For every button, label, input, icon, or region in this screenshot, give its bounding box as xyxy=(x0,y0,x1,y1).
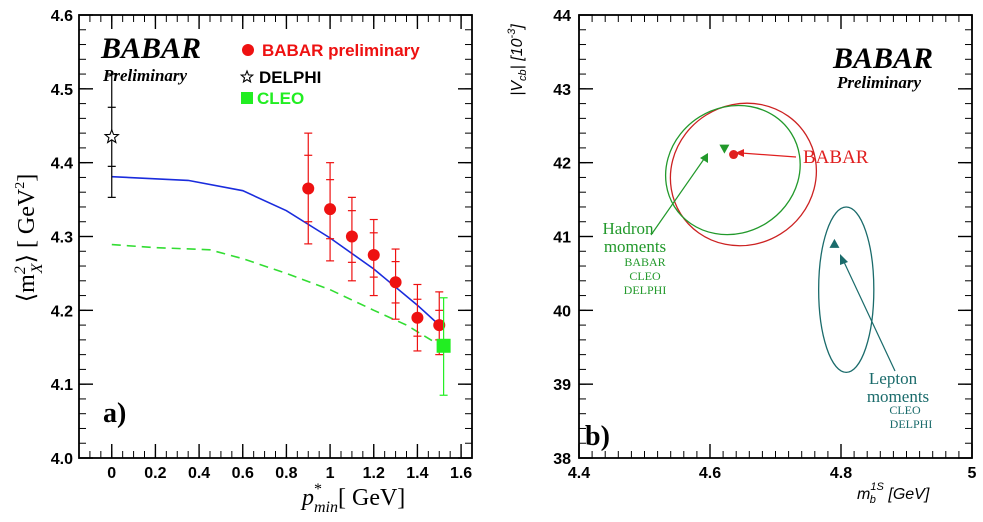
prediction-curve-solid xyxy=(111,175,440,326)
y-tick-label: 4.2 xyxy=(51,303,73,320)
panel-a-label: a) xyxy=(103,398,126,429)
ellipse-babar xyxy=(669,102,818,247)
data-point-circle xyxy=(433,319,446,332)
y-tick-label: 4.0 xyxy=(51,451,73,468)
x-tick-label: 0 xyxy=(107,465,116,482)
svg-text:DELPHI: DELPHI xyxy=(890,417,933,431)
panel-b-ylabel: |Vcb| [10-3] xyxy=(506,24,529,96)
arrow-head-babar xyxy=(735,149,744,157)
y-tick-label: 4.6 xyxy=(51,8,73,25)
y-tick-label: 4.5 xyxy=(51,82,73,99)
babar-logo-a: BABAR xyxy=(100,32,201,65)
legend-label-babar: BABAR preliminary xyxy=(262,41,420,60)
x-tick-label: 0.4 xyxy=(188,465,210,482)
arrow-babar xyxy=(740,152,797,158)
y-tick-label: 40 xyxy=(553,303,571,320)
svg-text:CLEO: CLEO xyxy=(629,269,661,283)
x-tick-label: 0.6 xyxy=(232,465,254,482)
svg-text:moments: moments xyxy=(604,237,666,256)
annotation-babar: BABAR xyxy=(803,147,869,168)
legend-marker-delphi xyxy=(239,69,255,84)
y-tick-label: 44 xyxy=(553,8,571,25)
y-tick-label: 42 xyxy=(553,156,571,173)
x-tick-label: 5 xyxy=(968,465,977,482)
babar-logo-b: BABAR xyxy=(832,42,933,75)
panel-a: 4.0 4.1 4.2 4.3 4.4 4.5 4.6 0 0.2 0.4 0.6 0.8 1 1.2 1.… xyxy=(12,8,473,516)
x-tick-label: 1.6 xyxy=(450,465,472,482)
y-tick-label: 43 xyxy=(553,82,571,99)
annotation-arrows xyxy=(650,149,896,372)
y-tick-label: 4.1 xyxy=(51,377,73,394)
y-tick-label: 4.3 xyxy=(51,230,73,247)
data-point-circle xyxy=(411,311,424,324)
legend-a: BABAR preliminary DELPHI CLEO xyxy=(239,41,420,108)
point-lepton xyxy=(829,238,840,248)
arrow-head-lepton xyxy=(840,254,848,265)
x-tick-label: 0.2 xyxy=(144,465,166,482)
svg-text:BABAR: BABAR xyxy=(624,255,665,269)
data-point-star xyxy=(103,128,120,144)
ellipse-hadron xyxy=(664,104,801,236)
y-tick-label: 38 xyxy=(553,451,571,468)
point-babar xyxy=(729,150,739,160)
x-tick-label: 4.8 xyxy=(830,465,852,482)
svg-text:Lepton: Lepton xyxy=(869,369,918,388)
arrow-head-hadron xyxy=(700,153,708,163)
x-tick-label: 4.4 xyxy=(568,465,590,482)
data-point-circle xyxy=(389,276,402,289)
y-tick-label: 4.4 xyxy=(51,156,73,173)
x-tick-label: 1 xyxy=(326,465,335,482)
preliminary-label-b: Preliminary xyxy=(836,73,922,92)
point-hadron xyxy=(719,144,730,154)
panel-b-label: b) xyxy=(585,421,610,452)
data-point-circle xyxy=(367,248,380,261)
annotation-lepton: Lepton moments CLEO DELPHI xyxy=(867,369,933,431)
annotation-hadron: Hadron moments BABAR CLEO DELPHI xyxy=(603,219,667,297)
legend-label-delphi: DELPHI xyxy=(259,68,321,87)
data-point-circle xyxy=(324,203,337,216)
y-tick-label: 39 xyxy=(553,377,571,394)
data-point-circle xyxy=(302,182,315,195)
legend-marker-cleo xyxy=(241,92,253,104)
x-tick-label: 1.2 xyxy=(363,465,385,482)
legend-marker-babar xyxy=(242,44,254,56)
panel-b: 38 39 40 41 42 43 44 4.4 4.6 4.8 5 BABAR Hadron mo… xyxy=(506,8,977,506)
y-tick-label: 41 xyxy=(553,230,571,247)
legend-label-cleo: CLEO xyxy=(257,89,304,108)
preliminary-label-a: Preliminary xyxy=(102,66,188,85)
x-tick-label: 4.6 xyxy=(699,465,721,482)
arrow-hadron xyxy=(650,158,705,236)
panel-a-ylabel: ⟨m2X⟩ [ GeV2] xyxy=(12,174,46,302)
x-tick-label: 1.4 xyxy=(406,465,428,482)
panel-a-xlabel: p* min[ GeV] xyxy=(300,481,405,516)
svg-text:CLEO: CLEO xyxy=(889,403,921,417)
arrow-lepton xyxy=(843,261,896,372)
ellipse-lepton xyxy=(818,206,875,374)
panel-b-xlabel: m1S b [GeV] xyxy=(857,481,930,506)
data-point-square xyxy=(436,338,451,353)
svg-text:Hadron: Hadron xyxy=(603,219,654,238)
data-point-circle xyxy=(345,230,358,243)
svg-text:DELPHI: DELPHI xyxy=(624,283,667,297)
prediction-curve-dashed xyxy=(111,243,440,346)
svg-text:moments: moments xyxy=(867,387,929,406)
x-tick-label: 0.8 xyxy=(275,465,297,482)
